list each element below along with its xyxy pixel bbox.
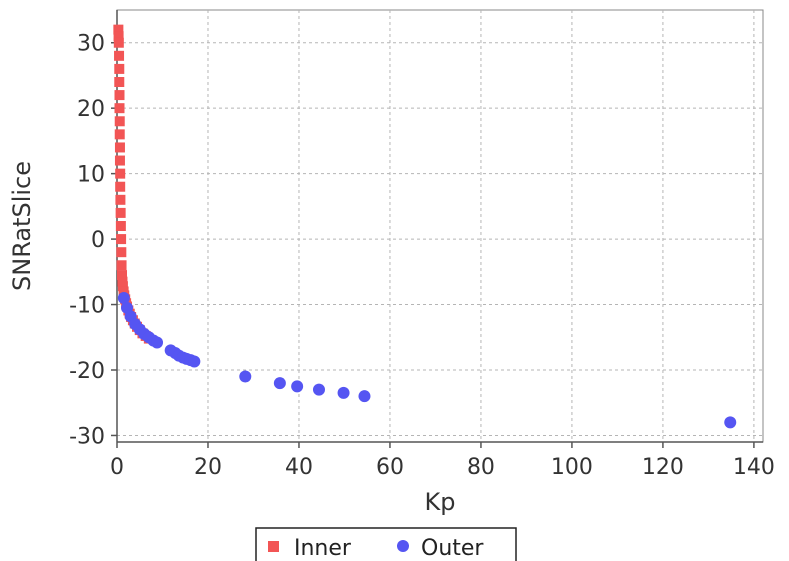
inner-point xyxy=(114,142,125,153)
inner-point xyxy=(113,24,124,35)
x-tick-label: 40 xyxy=(285,455,313,480)
inner-point xyxy=(114,63,125,74)
inner-point xyxy=(115,194,126,205)
inner-point xyxy=(114,90,125,101)
x-tick-label: 60 xyxy=(376,455,404,480)
inner-point xyxy=(114,116,125,127)
x-tick-label: 100 xyxy=(551,455,593,480)
y-tick-label: 30 xyxy=(77,32,105,57)
outer-point xyxy=(291,380,304,393)
plot-frame xyxy=(116,9,764,443)
y-axis-title: SNRatSlice xyxy=(8,161,36,291)
inner-point xyxy=(117,281,128,292)
y-ticks: -30 -20 -10 0 10 20 30 xyxy=(69,32,117,449)
inner-point xyxy=(114,50,125,61)
legend-swatch-outer xyxy=(397,540,409,552)
inner-point xyxy=(116,247,127,258)
outer-point xyxy=(724,416,737,429)
inner-point xyxy=(116,260,127,271)
inner-point xyxy=(114,103,125,114)
plot-area: 0 20 40 60 80 100 120 140 -30 -20 -10 0 10 20 30 xyxy=(69,9,775,480)
legend-label-inner: Inner xyxy=(294,536,352,561)
outer-point xyxy=(151,336,164,349)
inner-point xyxy=(114,129,125,140)
y-tick-label: -30 xyxy=(69,424,105,449)
legend-swatch-inner xyxy=(268,541,279,552)
x-tick-label: 20 xyxy=(194,455,222,480)
inner-point xyxy=(113,37,124,48)
inner-point xyxy=(116,234,127,245)
outer-point xyxy=(117,292,130,304)
inner-point xyxy=(115,181,126,192)
x-tick-label: 0 xyxy=(110,455,124,480)
legend: Inner Outer xyxy=(255,527,517,561)
outer-point xyxy=(312,383,325,396)
legend-label-outer: Outer xyxy=(421,536,484,561)
y-tick-label: 0 xyxy=(91,228,105,253)
y-tick-label: 20 xyxy=(77,97,105,122)
inner-point xyxy=(114,77,125,87)
outer-point xyxy=(358,390,371,403)
outer-point xyxy=(188,355,201,368)
inner-point xyxy=(117,270,128,281)
inner-point xyxy=(115,168,126,179)
x-tick-label: 80 xyxy=(467,455,495,480)
outer-point xyxy=(273,377,286,390)
inner-point xyxy=(115,207,126,218)
grid xyxy=(117,10,763,442)
inner-point xyxy=(113,31,124,42)
x-axis-title: Kp xyxy=(425,488,456,516)
y-tick-label: 10 xyxy=(77,163,105,188)
outer-point xyxy=(239,370,252,383)
outer-point xyxy=(337,386,350,399)
x-tick-label: 140 xyxy=(733,455,775,480)
legend-frame xyxy=(255,527,517,561)
x-tick-label: 120 xyxy=(642,455,684,480)
x-ticks: 0 20 40 60 80 100 120 140 xyxy=(110,442,775,480)
inner-point xyxy=(114,155,125,166)
inner-point xyxy=(115,221,126,231)
y-tick-label: -10 xyxy=(69,294,105,319)
y-tick-label: -20 xyxy=(69,359,105,384)
series-outer xyxy=(117,292,737,429)
